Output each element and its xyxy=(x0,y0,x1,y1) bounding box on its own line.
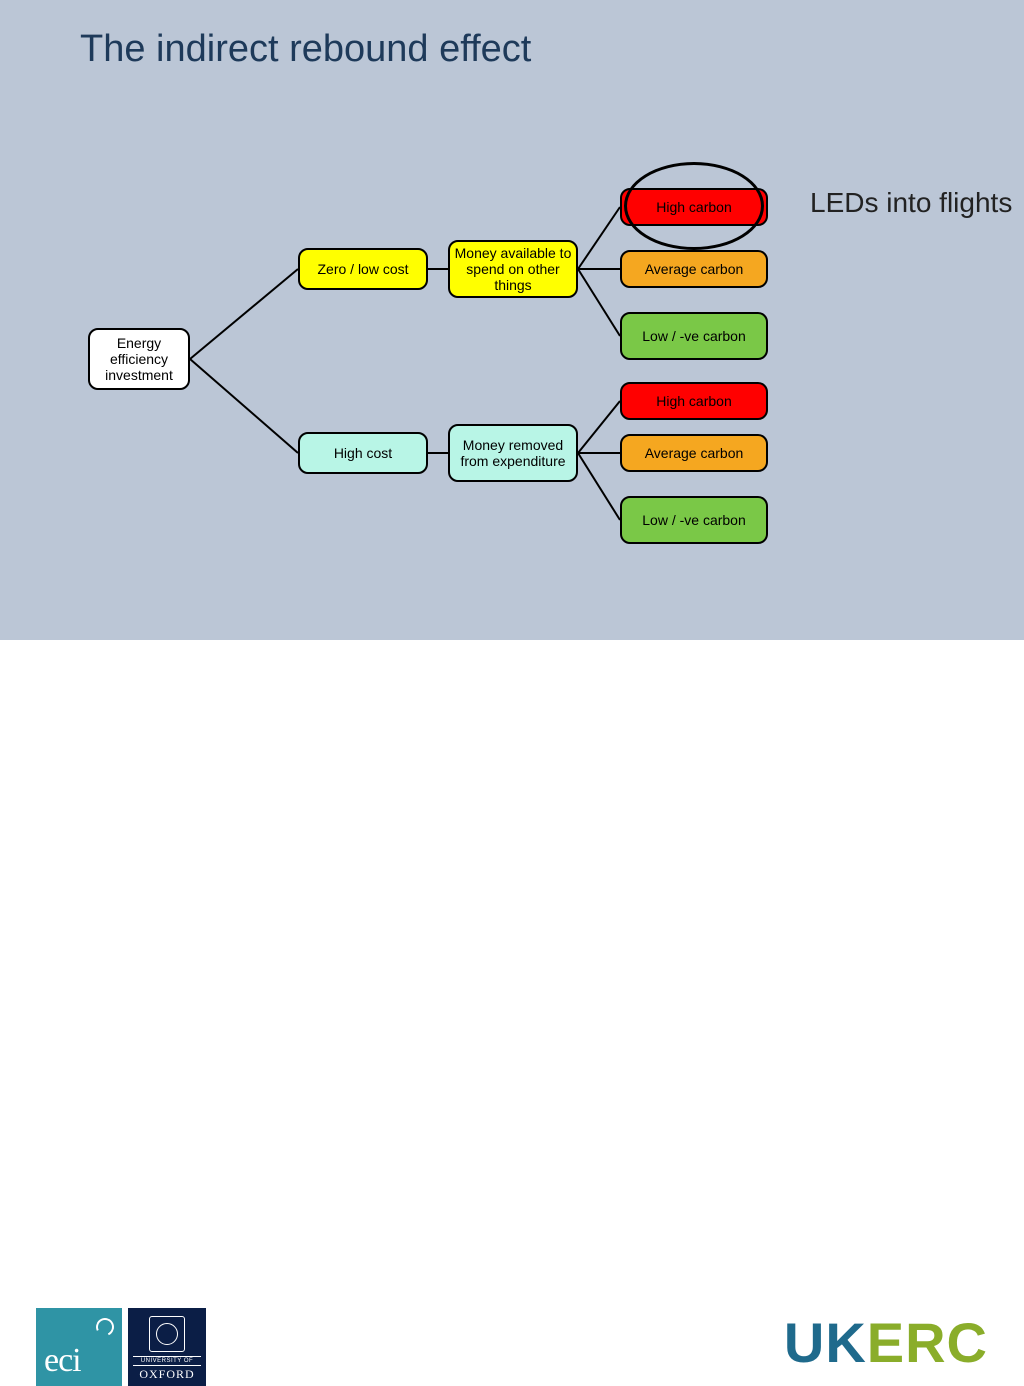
eci-logo-text: eci xyxy=(44,1342,81,1380)
ukerc-logo: UKERC xyxy=(784,1310,988,1375)
slide-title: The indirect rebound effect xyxy=(80,28,531,71)
node-mrem: Money removed from expenditure xyxy=(448,424,578,482)
ukerc-erc: ERC xyxy=(867,1311,988,1374)
annotation-text: LEDs into flights xyxy=(810,186,1012,220)
node-a1: Average carbon xyxy=(620,250,768,288)
oxford-name-label: OXFORD xyxy=(139,1367,194,1382)
ukerc-uk: UK xyxy=(784,1311,867,1374)
node-a2: Average carbon xyxy=(620,434,768,472)
node-zlc: Zero / low cost xyxy=(298,248,428,290)
oxford-logo: UNIVERSITY OF OXFORD xyxy=(128,1308,206,1386)
oxford-university-label: UNIVERSITY OF xyxy=(133,1356,201,1366)
slide-background xyxy=(0,0,1024,640)
node-mav: Money available to spend on other things xyxy=(448,240,578,298)
node-h2: High carbon xyxy=(620,382,768,420)
oxford-crest-icon xyxy=(149,1316,185,1352)
node-hc: High cost xyxy=(298,432,428,474)
node-root: Energy efficiency investment xyxy=(88,328,190,390)
footer: eci UNIVERSITY OF OXFORD UKERC xyxy=(0,640,1024,768)
node-l2: Low / -ve carbon xyxy=(620,496,768,544)
eci-arc-icon xyxy=(93,1315,116,1338)
node-l1: Low / -ve carbon xyxy=(620,312,768,360)
highlight-ellipse xyxy=(624,162,764,250)
eci-logo: eci xyxy=(36,1308,122,1386)
